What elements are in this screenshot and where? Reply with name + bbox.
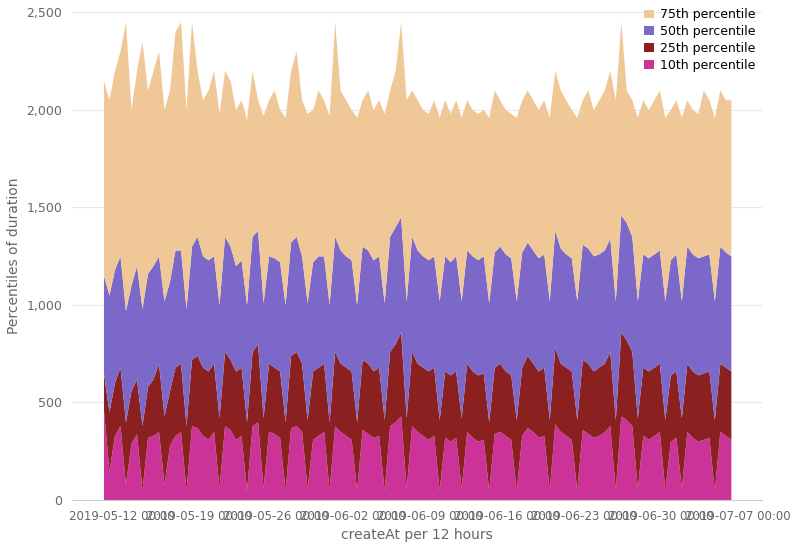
Legend: 75th percentile, 50th percentile, 25th percentile, 10th percentile: 75th percentile, 50th percentile, 25th p… [644, 8, 756, 72]
X-axis label: createAt per 12 hours: createAt per 12 hours [342, 528, 493, 542]
Y-axis label: Percentiles of duration: Percentiles of duration [7, 178, 21, 334]
